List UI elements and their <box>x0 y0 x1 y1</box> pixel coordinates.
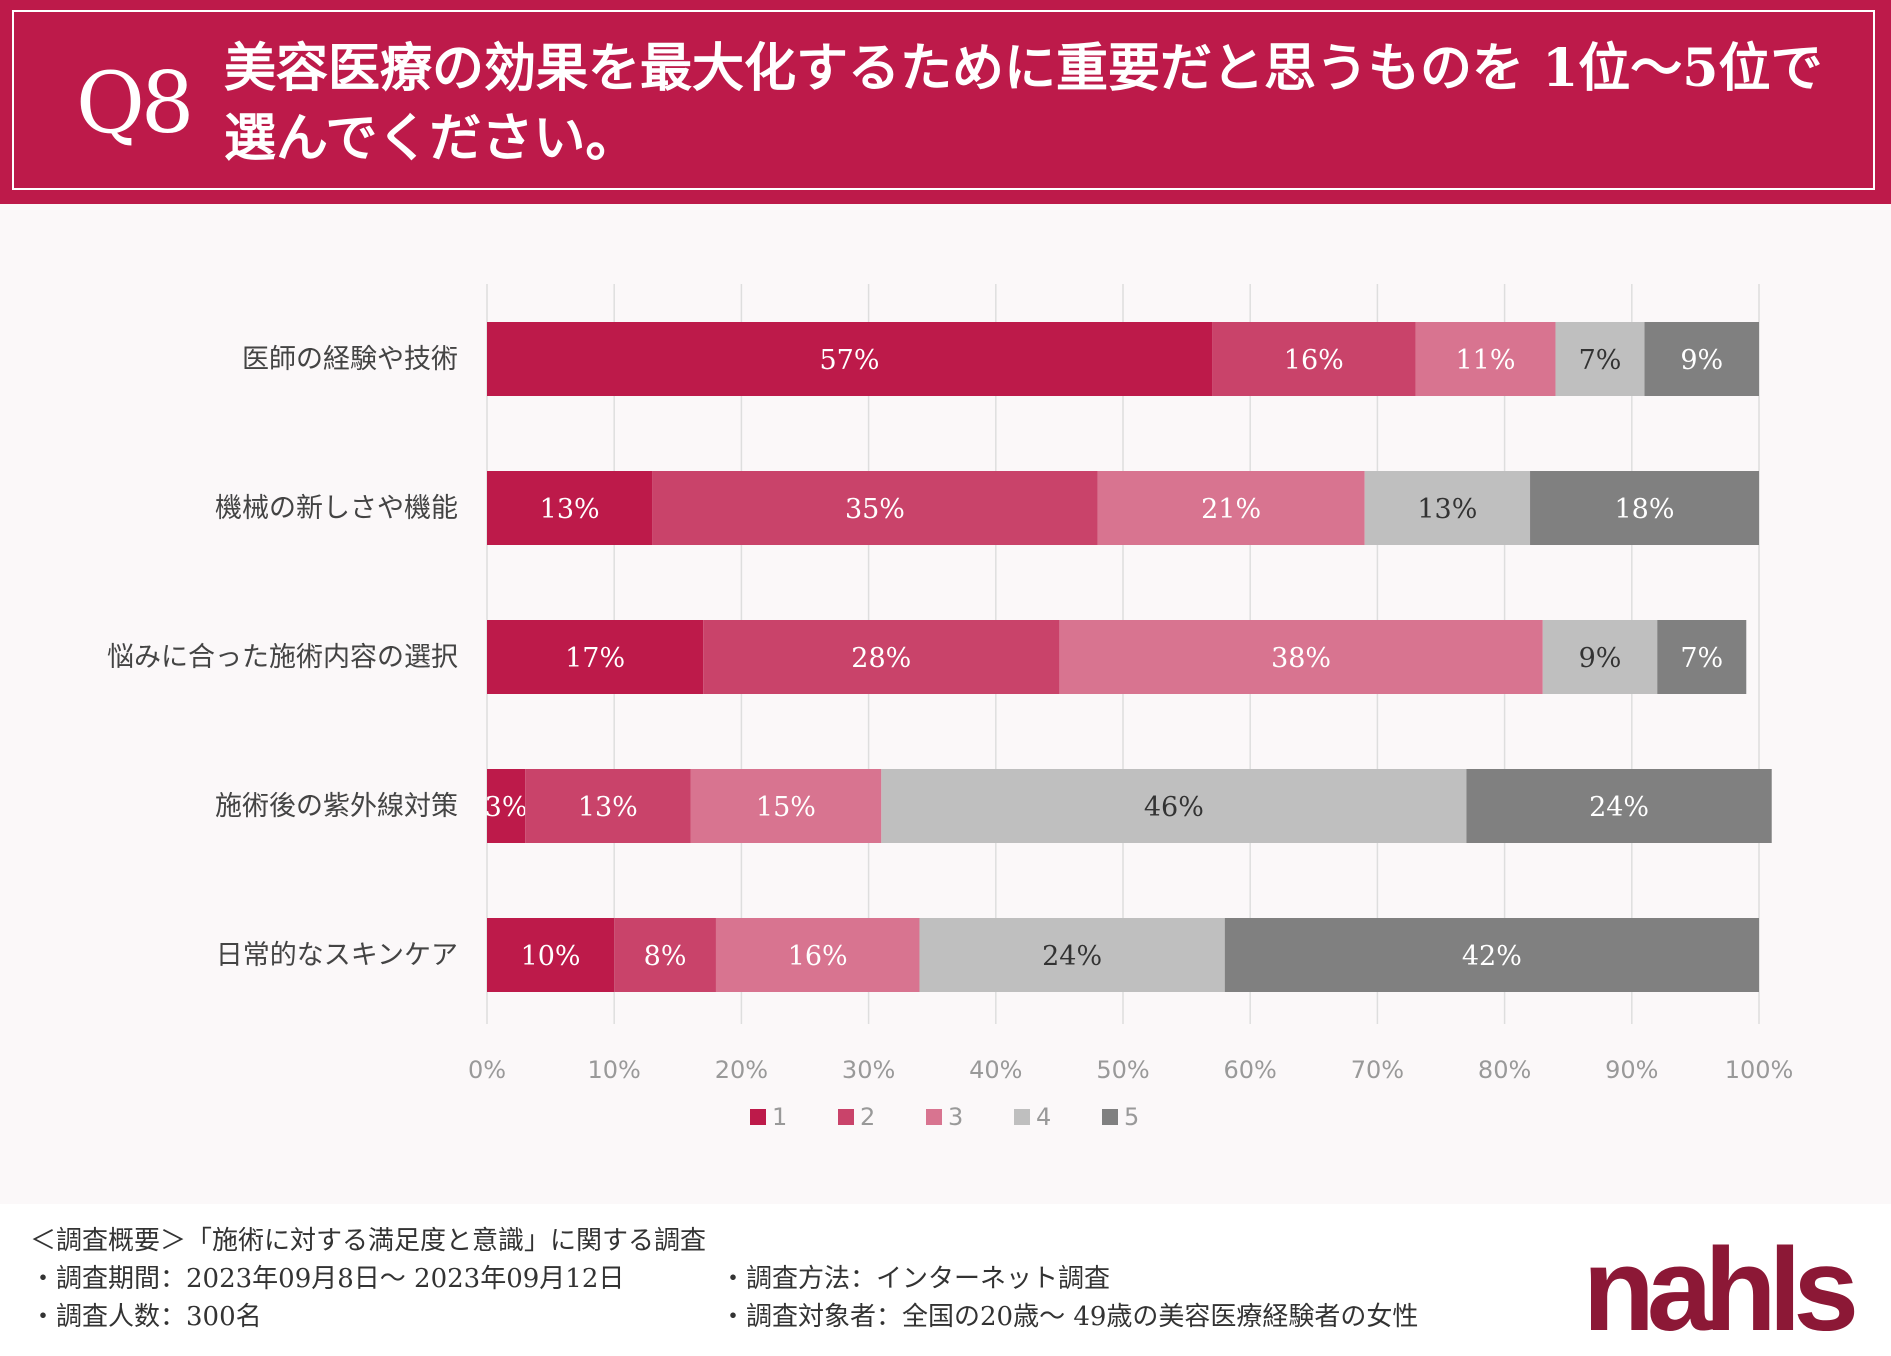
legend-swatch <box>750 1109 766 1125</box>
data-label: 24% <box>1589 792 1649 823</box>
data-label: 46% <box>1144 792 1204 823</box>
x-tick-label: 10% <box>588 1056 641 1084</box>
question-text: 美容医療の効果を最大化するために重要だと思うものを 1位〜5位で選んでください。 <box>224 38 1823 169</box>
bar-segment <box>1542 620 1658 694</box>
bar-segment <box>919 918 1225 992</box>
bar-segment <box>487 322 1213 396</box>
data-label: 13% <box>578 792 638 823</box>
x-tick-label: 70% <box>1351 1056 1404 1084</box>
bar-segment <box>487 918 615 992</box>
bar-segment <box>1364 471 1531 545</box>
x-tick-label: 80% <box>1478 1056 1531 1084</box>
bar-segment <box>1059 620 1543 694</box>
legend-label: 5 <box>1124 1103 1139 1131</box>
data-label: 38% <box>1271 643 1331 674</box>
legend-swatch <box>926 1109 942 1125</box>
data-label: 35% <box>845 494 905 525</box>
bar-segment <box>1657 620 1747 694</box>
bar-segment <box>715 918 920 992</box>
survey-method: ・調査方法：インターネット調査 <box>720 1264 1111 1294</box>
data-label: 7% <box>1579 345 1622 376</box>
category-label: 施術後の紫外線対策 <box>215 791 458 822</box>
bar-segment <box>1530 471 1759 545</box>
x-tick-label: 30% <box>842 1056 895 1084</box>
data-label: 15% <box>756 792 816 823</box>
chart-area: 0% 10% 20% 30% 40% 50% 60% 70% 80% 90% 100% 医師の経験や技… <box>0 204 1891 1204</box>
bar-segment <box>690 769 882 843</box>
category-label: 日常的なスキンケア <box>216 940 458 971</box>
survey-period: ・調査期間：2023年09月8日〜 2023年09月12日 <box>30 1264 625 1294</box>
footer: ＜調査概要＞「施術に対する満足度と意識」に関する調査 ・調査期間：2023年09… <box>0 1204 1891 1350</box>
legend-label: 4 <box>1036 1103 1051 1131</box>
bar-segment <box>525 769 691 843</box>
data-label: 10% <box>521 941 581 972</box>
legend-swatch <box>1014 1109 1030 1125</box>
category-label: 機械の新しさや機能 <box>215 493 458 524</box>
bar-segment <box>614 918 716 992</box>
x-tick-label: 50% <box>1096 1056 1149 1084</box>
legend-label: 1 <box>772 1103 787 1131</box>
bar-segment <box>487 620 704 694</box>
legend-label: 3 <box>948 1103 963 1131</box>
x-tick-label: 60% <box>1224 1056 1277 1084</box>
x-tick-label: 100% <box>1725 1056 1794 1084</box>
data-label: 13% <box>1417 494 1477 525</box>
legend-swatch <box>1102 1109 1118 1125</box>
data-label: 3% <box>485 792 528 823</box>
bar-segment <box>652 471 1098 545</box>
bar-segment <box>1097 471 1365 545</box>
bar-segment <box>487 769 526 843</box>
bar-segment <box>1555 322 1645 396</box>
x-tick-label: 20% <box>715 1056 768 1084</box>
data-label: 21% <box>1201 494 1261 525</box>
data-label: 9% <box>1579 643 1622 674</box>
header-frame <box>12 10 1875 190</box>
survey-count: ・調査人数：300名 <box>30 1302 262 1332</box>
legend-label: 2 <box>860 1103 875 1131</box>
data-label: 11% <box>1456 345 1516 376</box>
bar-segment <box>1212 322 1416 396</box>
bar-segment <box>1466 769 1772 843</box>
category-label: 医師の経験や技術 <box>242 344 458 375</box>
survey-summary-title: ＜調査概要＞「施術に対する満足度と意識」に関する調査 <box>30 1226 707 1256</box>
bar-segment <box>487 471 653 545</box>
stacked-bar-chart: 0% 10% 20% 30% 40% 50% 60% 70% 80% 90% 100% 医師の経験や技… <box>107 284 1794 1131</box>
data-label: 17% <box>565 643 625 674</box>
data-label: 8% <box>644 941 687 972</box>
bar-segment <box>1415 322 1556 396</box>
bar-segment <box>881 769 1467 843</box>
data-label: 24% <box>1042 941 1102 972</box>
data-label: 28% <box>851 643 911 674</box>
question-number: Q8 <box>76 54 194 152</box>
x-tick-label: 40% <box>969 1056 1022 1084</box>
data-label: 9% <box>1680 345 1723 376</box>
bar-segment <box>703 620 1060 694</box>
data-label: 57% <box>820 345 880 376</box>
header: Q8 美容医療の効果を最大化するために重要だと思うものを 1位〜5位で選んでくだ… <box>0 0 1891 204</box>
data-label: 16% <box>1284 345 1344 376</box>
bar-segment <box>1644 322 1759 396</box>
x-tick-label: 90% <box>1605 1056 1658 1084</box>
data-label: 42% <box>1462 941 1522 972</box>
bar-segment <box>1224 918 1759 992</box>
brand-logo: nahls <box>1582 1224 1859 1356</box>
data-label: 7% <box>1680 643 1723 674</box>
data-label: 18% <box>1615 494 1675 525</box>
x-tick-label: 0% <box>468 1056 506 1084</box>
data-label: 13% <box>540 494 600 525</box>
survey-target: ・調査対象者：全国の20歳〜 49歳の美容医療経験者の女性 <box>720 1302 1419 1332</box>
category-label: 悩みに合った施術内容の選択 <box>107 642 458 673</box>
legend-swatch <box>838 1109 854 1125</box>
data-label: 16% <box>788 941 848 972</box>
